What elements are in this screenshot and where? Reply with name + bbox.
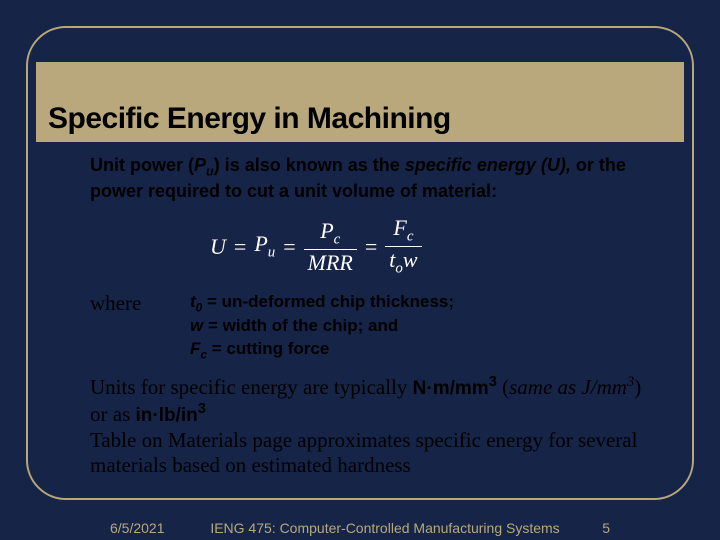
units-paragraph: Units for specific energy are typically … (90, 374, 660, 478)
unit2: in·lb/in (136, 405, 198, 426)
intro-mid: ) is also known as the (214, 155, 405, 175)
def-F: Fc = cutting force (190, 338, 454, 362)
frac2-num: Fc (389, 217, 417, 246)
frac1: Pc MRR (304, 220, 357, 274)
where-label: where (90, 291, 160, 316)
intro-pre: Unit power ( (90, 155, 194, 175)
unit1-sup: 3 (489, 374, 497, 390)
where-row: where t0 = un-deformed chip thickness; w… (90, 291, 660, 363)
unit2-sup: 3 (198, 401, 206, 417)
footer-page: 5 (580, 520, 610, 536)
intro-emph: specific energy (U), (405, 155, 571, 175)
definitions: t0 = un-deformed chip thickness; w = wid… (190, 291, 454, 363)
unit1: N·m/mm (413, 378, 489, 399)
footer-date: 6/5/2021 (110, 520, 190, 536)
intro-paragraph: Unit power (Pu) is also known as the spe… (90, 154, 660, 203)
footer: 6/5/2021 IENG 475: Computer-Controlled M… (0, 520, 720, 536)
footer-course: IENG 475: Computer-Controlled Manufactur… (190, 520, 580, 536)
units-pre: Units for specific energy are typically (90, 375, 413, 399)
formula-Pu: Pu (254, 231, 275, 261)
frac1-num: Pc (316, 220, 344, 249)
def-t: t0 = un-deformed chip thickness; (190, 291, 454, 315)
intro-var: P (194, 155, 206, 175)
def-w: w = width of the chip; and (190, 315, 454, 338)
title-bar: Specific Energy in Machining (36, 62, 684, 142)
table-note: Table on Materials page approximates spe… (90, 428, 637, 477)
slide-title: Specific Energy in Machining (48, 102, 451, 136)
formula: U = Pu = Pc MRR = Fc tow (210, 217, 660, 277)
eq2: = (283, 234, 295, 260)
formula-U: U (210, 234, 226, 260)
slide-content: Unit power (Pu) is also known as the spe… (90, 154, 660, 478)
frac2: Fc tow (385, 217, 421, 277)
eq3: = (365, 234, 377, 260)
eq1: = (234, 234, 246, 260)
intro-var-sub: u (206, 165, 214, 179)
same-as: same as J/mm (509, 375, 627, 399)
frac1-den: MRR (304, 249, 357, 274)
frac2-den: tow (385, 246, 421, 276)
